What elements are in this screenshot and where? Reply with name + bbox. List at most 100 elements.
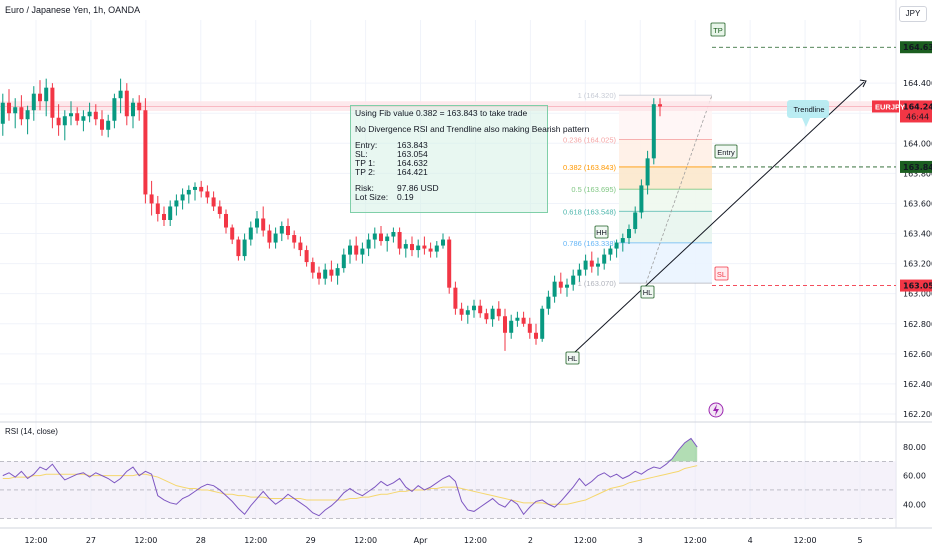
candle-body-67 [416, 245, 421, 251]
sl-price-tag-text: 163.054 [903, 282, 932, 291]
price-tick-label-6: 163.400 [903, 230, 932, 239]
candle-body-9 [56, 117, 61, 126]
candle-body-32 [199, 186, 204, 192]
candle-body-28 [174, 200, 179, 207]
sl-price-tag-bg [900, 279, 932, 292]
fib-label-1: 0.236 (164.025) [563, 136, 616, 145]
hh-tag-text: HH [596, 228, 607, 237]
candle-body-88 [546, 296, 551, 309]
rsi-tick-label-1: 60.00 [903, 472, 926, 481]
time-tick-label-9: 2 [528, 536, 533, 545]
last-price-tag-bg [900, 100, 932, 123]
trendline [574, 81, 865, 353]
time-tick-label-13: 4 [748, 536, 753, 545]
candle-body-24 [149, 194, 154, 204]
symbol-tag-text: EURJPY [875, 102, 905, 111]
candle-body-83 [515, 317, 520, 321]
candle-body-69 [428, 248, 433, 252]
rsi-line [2, 437, 698, 517]
candle-body-92 [571, 275, 576, 285]
entry-price-tag-bg [900, 160, 932, 173]
candle-body-52 [323, 269, 328, 279]
candle-body-101 [627, 229, 631, 239]
candle-body-58 [360, 248, 365, 255]
candle-body-61 [379, 233, 383, 242]
hl-tag-2-box [640, 285, 655, 299]
rsi-title: RSI (14, close) [5, 427, 58, 436]
candle-body-17 [106, 120, 111, 130]
candle-body-49 [304, 250, 309, 263]
candle-body-80 [496, 308, 501, 317]
hl-tag-2-text: HL [643, 288, 653, 297]
candle-body-29 [180, 194, 185, 201]
sl-price-tag: 163.054 [900, 279, 932, 292]
fib-zone-5 [619, 242, 712, 284]
candle-body-79 [490, 308, 495, 320]
candle-body-84 [521, 317, 526, 324]
candle-body-105 [651, 104, 656, 159]
price-tick-label-9: 164.000 [903, 139, 932, 148]
candle-body-104 [645, 158, 650, 186]
candle-body-45 [279, 226, 284, 234]
fib-label-2: 0.382 (163.843) [563, 163, 616, 172]
candle-body-78 [484, 313, 489, 320]
lightning-bolt-icon [713, 404, 719, 416]
candle-body-93 [577, 269, 582, 276]
symbol-tag-bg [872, 100, 899, 113]
fib-diagonal [645, 95, 713, 284]
candle-body-16 [100, 119, 104, 130]
hl-tag-1-box [565, 351, 580, 365]
candle-body-87 [540, 308, 545, 339]
entry-price-tag-text: 163.843 [903, 163, 932, 172]
candle-body-96 [596, 263, 600, 267]
entry-tag: Entry [714, 144, 738, 159]
hl-tag-1: HL [565, 351, 580, 365]
candle-body-85 [527, 323, 532, 333]
price-tick-label-3: 162.800 [903, 320, 932, 329]
candle-body-38 [236, 239, 241, 257]
candle-body-89 [552, 281, 557, 297]
candle-body-100 [620, 238, 625, 243]
time-tick-label-14: 12:00 [794, 536, 817, 545]
tp-tag: TP [710, 22, 726, 37]
time-tick-label-1: 27 [86, 536, 96, 545]
fib-label-4: 0.618 (163.548) [563, 207, 616, 216]
entry-tag-box [714, 144, 738, 159]
hl-tag-1-text: HL [568, 354, 578, 363]
candle-body-7 [44, 87, 49, 102]
fib-label-6: 1 (163.070) [578, 279, 617, 288]
price-tick-label-8: 163.800 [903, 169, 932, 178]
hh-tag-box [594, 225, 609, 239]
candle-body-12 [75, 113, 80, 121]
candle-body-103 [639, 185, 644, 213]
candle-body-77 [478, 305, 483, 314]
rsi-ma-line [2, 465, 698, 505]
candle-body-21 [131, 102, 135, 117]
candle-body-66 [410, 244, 414, 251]
candle-body-68 [422, 245, 427, 249]
candle-body-43 [267, 230, 272, 243]
trade-note-box[interactable]: Using Fib value 0.382 = 163.843 to take … [350, 105, 589, 213]
fib-zone-3 [619, 189, 712, 212]
price-tick-label-5: 163.200 [903, 260, 932, 269]
price-tick-label-7: 163.600 [903, 199, 932, 208]
candle-body-44 [273, 233, 278, 243]
tp-price-tag-bg [900, 41, 932, 54]
candle-body-62 [385, 236, 390, 242]
currency-selector[interactable]: JPY [899, 6, 927, 22]
entry-price-tag: 163.843 [900, 160, 932, 173]
candle-body-63 [391, 232, 396, 237]
candle-body-35 [217, 206, 222, 214]
fib-label-0: 1 (164.320) [578, 91, 617, 100]
candle-body-30 [186, 189, 191, 195]
candle-body-90 [558, 281, 563, 288]
countdown-text: 46:44 [906, 112, 929, 121]
fib-zone-2 [619, 166, 712, 190]
note-tp2-row: TP 2: 164.421 [355, 167, 428, 177]
candle-body-11 [69, 113, 73, 117]
candle-body-54 [335, 268, 340, 276]
time-tick-label-6: 12:00 [354, 536, 377, 545]
fib-label-3: 0.5 (163.695) [571, 185, 616, 194]
candle-body-65 [403, 244, 408, 249]
